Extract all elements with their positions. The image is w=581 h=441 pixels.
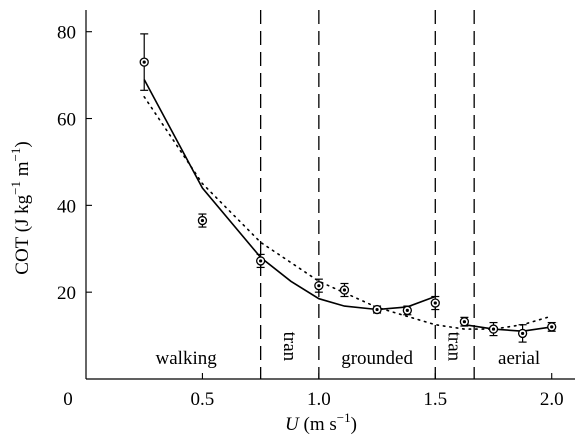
data-point — [402, 305, 412, 316]
data-point — [139, 33, 149, 91]
data-point — [314, 278, 324, 293]
point-marker-dot — [259, 259, 263, 263]
point-marker-dot — [375, 307, 379, 312]
regime-boundaries — [259, 10, 475, 379]
point-marker-dot — [405, 308, 409, 313]
data-point — [255, 253, 266, 269]
y-tick-label: 40 — [57, 196, 76, 217]
data-point — [339, 282, 350, 298]
point-marker-dot — [342, 288, 347, 292]
point-marker-dot — [521, 331, 525, 336]
region-label: aerial — [498, 348, 540, 369]
data-point — [517, 324, 528, 343]
solid-fit-line — [143, 79, 436, 311]
data-point — [372, 304, 382, 315]
point-marker-dot — [200, 218, 205, 223]
data-point — [430, 295, 440, 311]
region-label: tran — [444, 332, 465, 362]
data-point — [197, 213, 208, 228]
x-tick-label: 1.5 — [423, 389, 447, 410]
dotted-fit-line — [143, 96, 553, 330]
x-tick-label: 2.0 — [540, 389, 564, 410]
point-marker-dot — [491, 327, 496, 331]
region-label: tran — [279, 332, 300, 362]
x-tick-label: 0 — [63, 389, 73, 410]
point-marker-dot — [317, 284, 321, 288]
data-point — [459, 316, 470, 327]
axes — [85, 10, 575, 380]
x-tick-label: 1.0 — [307, 389, 331, 410]
point-marker-dot — [462, 320, 466, 324]
region-labels: walking tran grounded tran aerial — [156, 332, 541, 369]
y-tick-label: 20 — [57, 283, 76, 304]
point-marker-dot — [433, 301, 437, 305]
y-tick-label: 60 — [57, 110, 76, 131]
region-label: grounded — [341, 348, 413, 369]
x-tick-label: 0.5 — [191, 389, 215, 410]
y-tick-label: 80 — [57, 23, 76, 44]
tick-labels: 0 0.5 1.0 1.5 2.0 20 40 60 80 — [57, 23, 564, 410]
x-axis-title: U (m s−1) — [285, 410, 357, 435]
point-marker-dot — [550, 325, 554, 329]
data-points — [139, 33, 557, 343]
data-point — [547, 321, 557, 332]
y-axis-title: COT (J kg−1 m−1) — [8, 141, 33, 274]
solid-fit-line-aerial — [464, 323, 552, 333]
data-point — [488, 321, 499, 337]
point-marker-dot — [142, 60, 146, 64]
fit-lines — [143, 79, 553, 333]
region-label: walking — [156, 348, 218, 369]
